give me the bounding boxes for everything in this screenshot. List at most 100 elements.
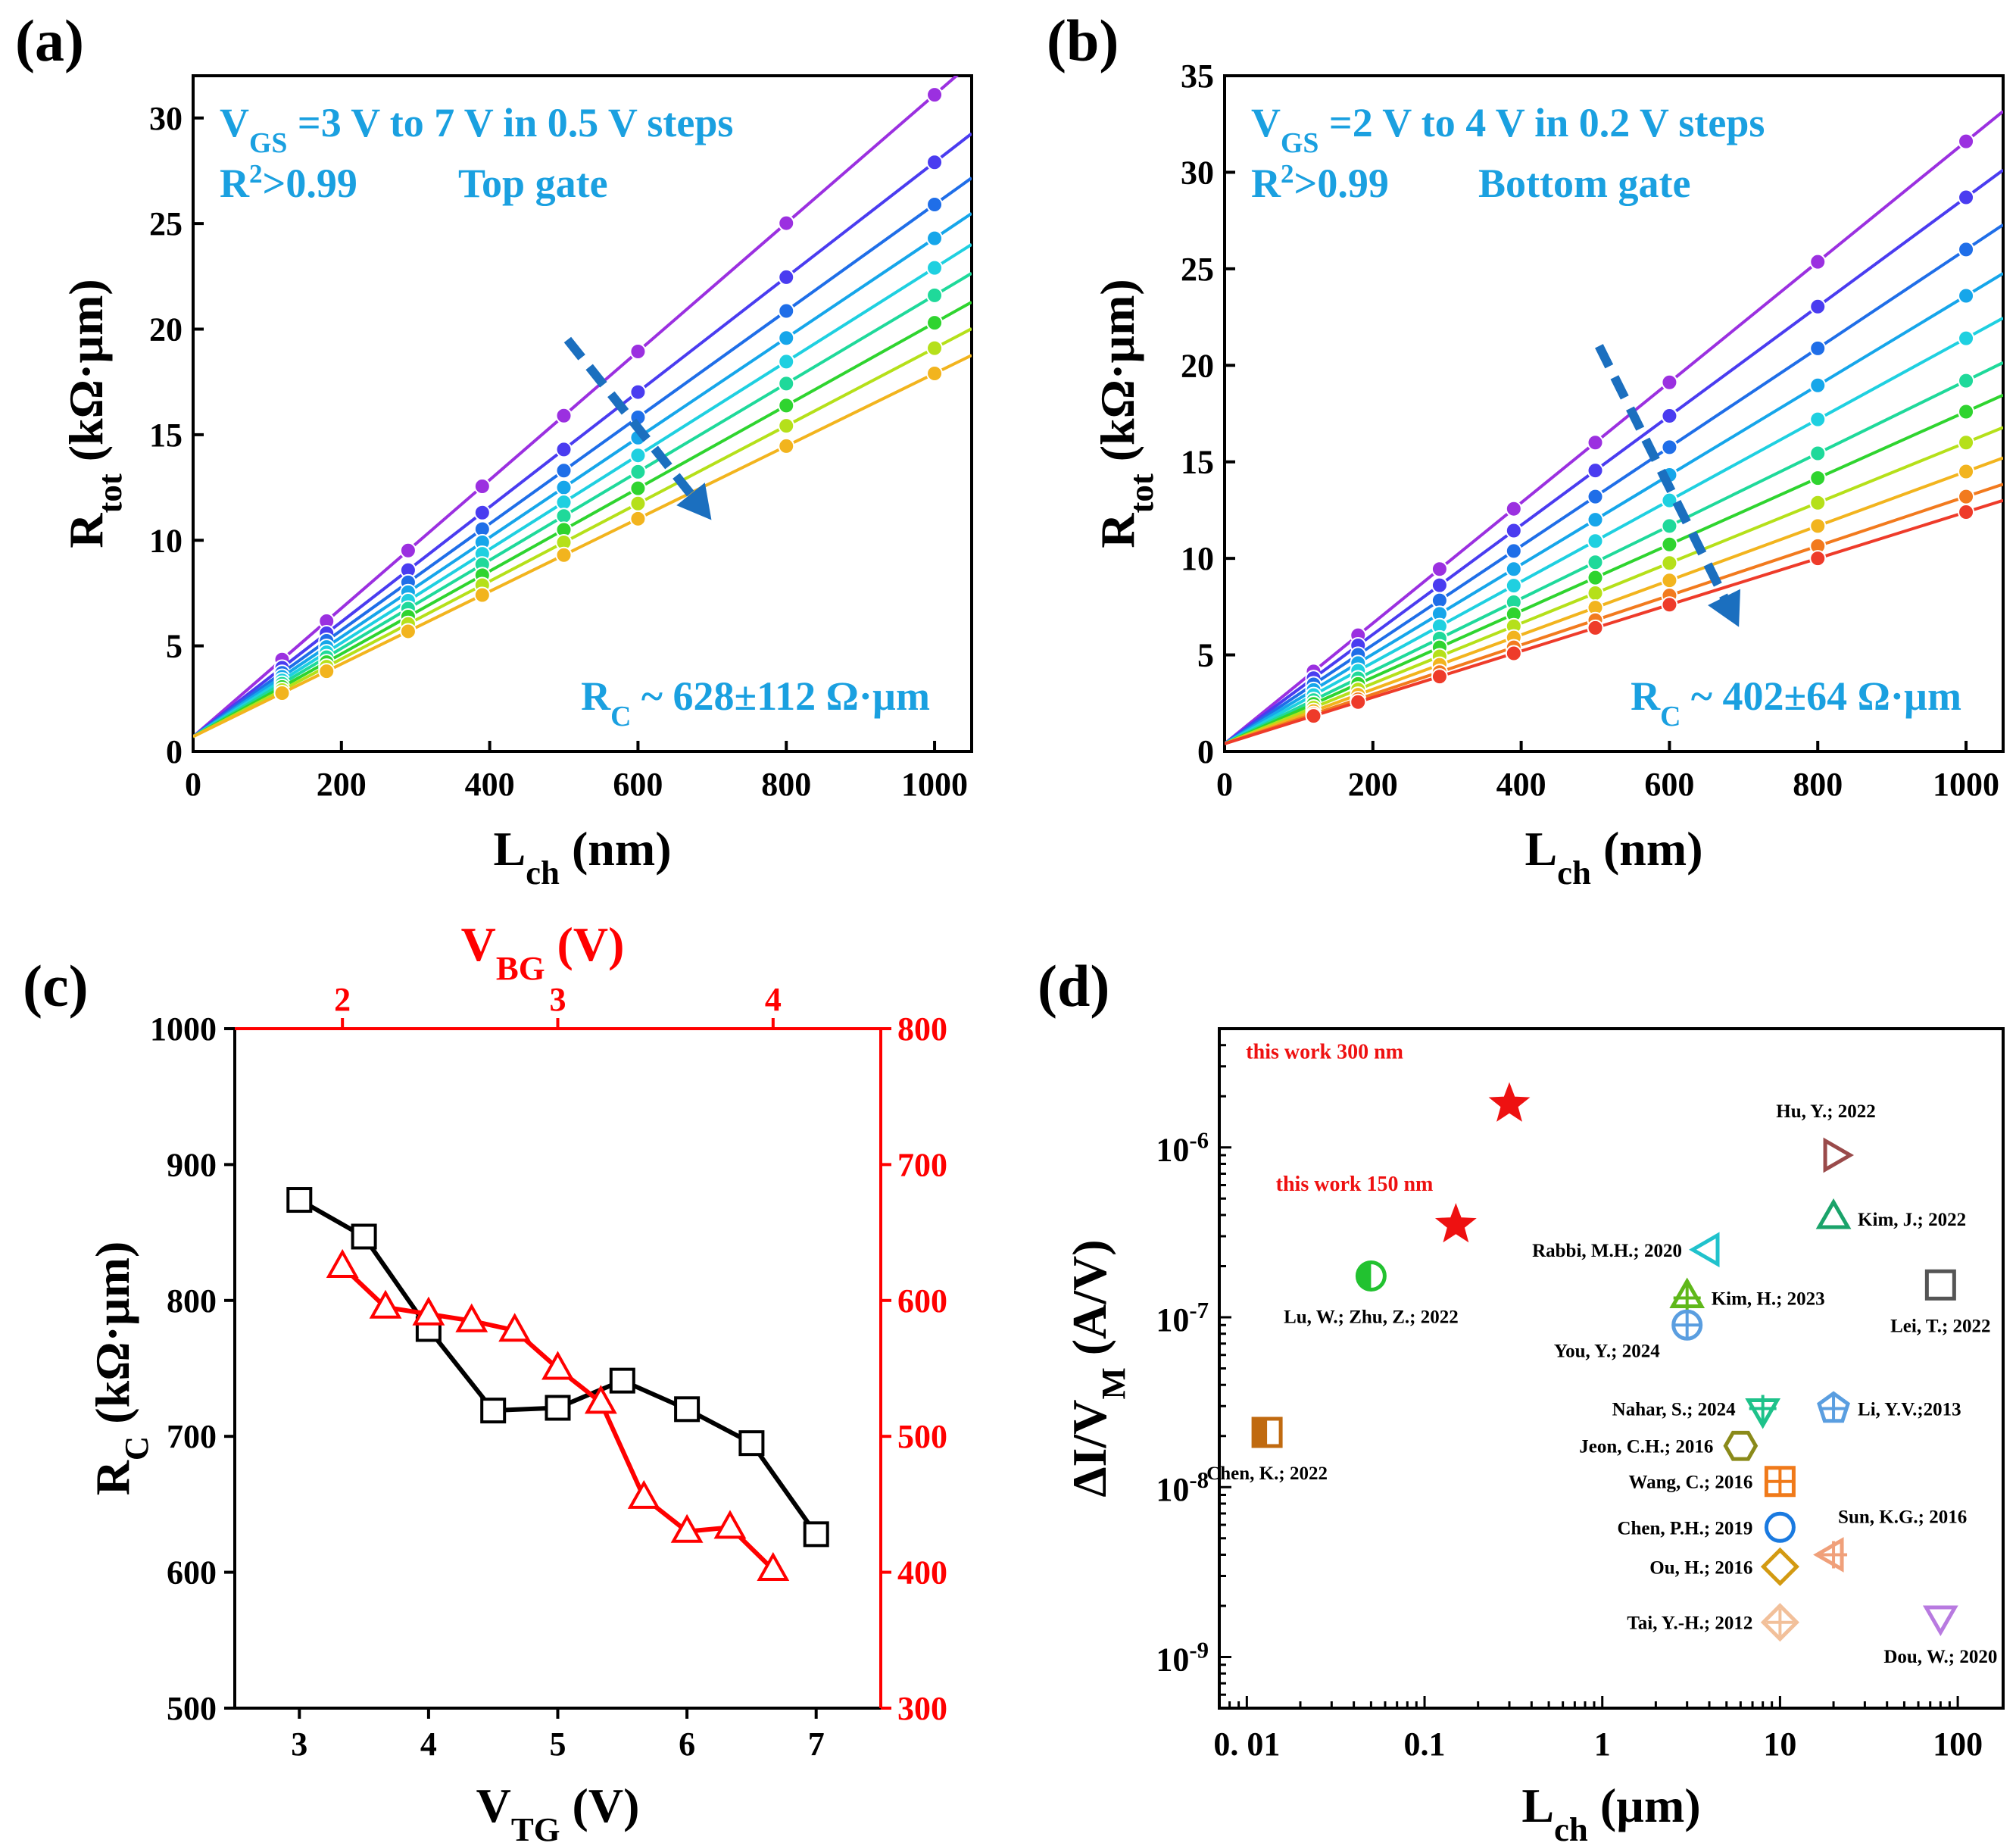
a-data-point	[778, 417, 795, 435]
b-data-point	[1958, 189, 1975, 206]
d-marker	[1723, 1430, 1759, 1461]
d-marker	[1745, 1395, 1781, 1429]
a-data-point	[273, 684, 291, 701]
a-x-axis-title: Lch (nm)	[493, 822, 671, 892]
a-y-tick-label: 30	[149, 100, 183, 137]
a-data-point	[629, 447, 647, 464]
a-data-point	[778, 330, 795, 347]
d-marker	[1764, 1466, 1796, 1498]
b-y-tick-label: 25	[1181, 251, 1214, 288]
d-x-axis-title: Lch (µm)	[1521, 1779, 1700, 1846]
a-x-tick-label: 200	[317, 766, 367, 803]
b-panel-label: (b)	[1047, 8, 1119, 73]
a-data-point	[629, 510, 647, 527]
c-top-tick-label: 2	[334, 981, 351, 1018]
c-right-tick-label: 500	[897, 1418, 947, 1455]
c-bottom-gate-point	[584, 1385, 617, 1414]
c-bottom-gate-point	[369, 1289, 402, 1319]
a-data-point	[926, 339, 944, 357]
b-y-axis-title: Rtot (kΩ·µm)	[1091, 279, 1160, 548]
c-top-gate-point	[286, 1187, 313, 1213]
b-data-point	[1809, 445, 1827, 462]
a-data-point	[629, 479, 647, 497]
b-data-point	[1505, 522, 1522, 539]
c-top-gate-point	[674, 1396, 701, 1423]
d-marker	[1815, 1198, 1852, 1229]
b-data-point	[1505, 561, 1522, 578]
a-x-tick-label: 1000	[901, 766, 968, 803]
b-data-point	[1661, 517, 1678, 535]
c-y-tick-label: 700	[167, 1418, 217, 1455]
d-point-label: Kim, J.; 2022	[1858, 1210, 1966, 1230]
d-marker	[1924, 1269, 1956, 1301]
d-marker-fill	[1253, 1418, 1268, 1446]
d-point-label-this-work: this work 300 nm	[1246, 1040, 1403, 1064]
b-y-tick-label: 30	[1181, 154, 1214, 191]
b-data-point	[1958, 241, 1975, 258]
b-x-tick-label: 600	[1644, 766, 1694, 803]
a-y-tick-label: 20	[149, 311, 183, 348]
c-right-tick-label: 700	[897, 1146, 947, 1183]
d-y-tick-label: 10-6	[1156, 1128, 1209, 1169]
a-fit-line-3	[193, 212, 972, 739]
d-point-label: Sun, K.G.; 2016	[1838, 1507, 1967, 1527]
d-marker-shape	[1689, 1232, 1720, 1268]
c-top-gate-point	[609, 1367, 635, 1394]
b-data-point	[1958, 133, 1975, 150]
a-data-point	[629, 495, 647, 512]
c-x-tick-label: 6	[679, 1726, 695, 1763]
d-marker-shape	[1764, 1511, 1796, 1543]
c-top-gate-point	[480, 1398, 507, 1424]
b-data-point	[1958, 372, 1975, 389]
d-marker-shape	[1723, 1430, 1759, 1461]
b-data-point	[1809, 470, 1827, 487]
d-point-label: Tai, Y.-H.; 2012	[1627, 1613, 1752, 1634]
a-y-tick-label: 5	[166, 628, 183, 665]
b-data-point	[1661, 408, 1678, 425]
c-top-axis-title: VBG (V)	[461, 917, 625, 987]
d-marker-shape	[1760, 1603, 1799, 1642]
c-bottom-gate-point	[713, 1510, 747, 1539]
a-data-point	[629, 343, 647, 361]
a-data-point	[778, 214, 795, 232]
b-data-point	[1809, 376, 1827, 394]
b-data-point	[1505, 577, 1522, 595]
d-marker	[1355, 1260, 1387, 1292]
d-marker-fill	[1357, 1262, 1372, 1290]
d-y-tick-label: 10-9	[1156, 1637, 1209, 1678]
b-data-point	[1587, 462, 1604, 479]
b-x-tick-label: 1000	[1933, 766, 1999, 803]
d-marker	[1922, 1605, 1958, 1636]
b-data-point	[1809, 550, 1827, 567]
d-marker	[1823, 1137, 1855, 1173]
d-point-label: Hu, Y.; 2022	[1776, 1101, 1876, 1122]
d-x-tick-label: 100	[1933, 1726, 1983, 1763]
b-y-tick-label: 5	[1197, 637, 1214, 674]
a-data-point	[926, 259, 944, 276]
b-data-point	[1505, 500, 1522, 517]
c-bottom-gate-point	[455, 1303, 488, 1332]
a-x-tick-label: 800	[761, 766, 811, 803]
c-x-tick-label: 4	[420, 1726, 437, 1763]
d-point-label: Kim, H.; 2023	[1712, 1288, 1825, 1309]
a-data-point	[555, 508, 573, 525]
b-data-point	[1505, 542, 1522, 560]
a-fit-line-5	[193, 272, 972, 739]
b-fit-line-0	[1225, 110, 2003, 745]
b-data-point	[1958, 434, 1975, 451]
b-data-point	[1809, 253, 1827, 270]
d-x-tick-label: 1	[1594, 1726, 1611, 1763]
c-y-tick-label: 900	[167, 1146, 217, 1183]
b-annotation-gate: Bottom gate	[1478, 161, 1690, 206]
b-fit-line-1	[1225, 168, 2003, 745]
d-marker	[1689, 1232, 1720, 1268]
b-trend-arrow-shaft	[1595, 344, 1734, 609]
b-data-point	[1809, 411, 1827, 428]
a-annotation-gate: Top gate	[458, 161, 608, 206]
d-marker	[1669, 1277, 1705, 1312]
d-marker	[1434, 1203, 1477, 1243]
a-plot-frame	[192, 74, 973, 753]
c-top-gate-point	[545, 1395, 571, 1421]
b-data-point	[1350, 693, 1367, 711]
b-y-tick-label: 35	[1181, 58, 1214, 95]
